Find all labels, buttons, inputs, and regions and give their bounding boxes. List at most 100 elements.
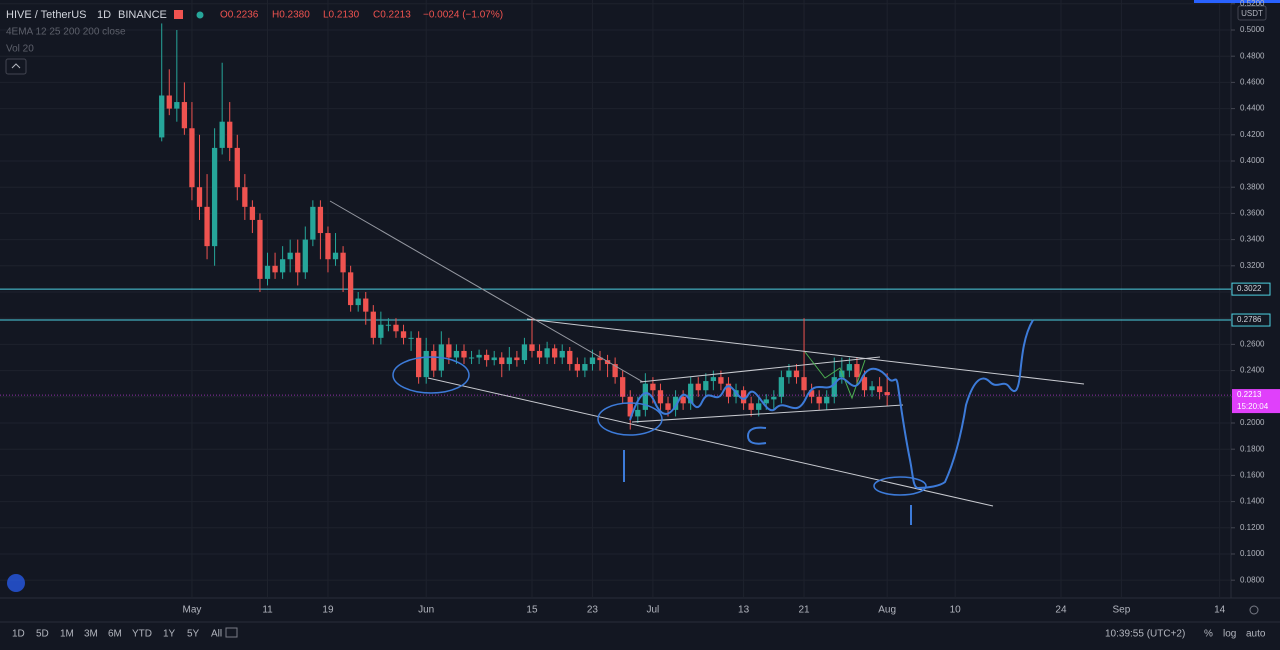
candle-body — [279, 259, 286, 273]
candle-body — [748, 403, 754, 410]
log-toggle[interactable]: log — [1223, 629, 1236, 640]
candle-body — [211, 147, 218, 247]
candle-body — [491, 357, 497, 361]
candle-body — [476, 354, 482, 358]
range-button[interactable]: 3M — [84, 629, 98, 640]
candle-body — [612, 364, 618, 378]
candle-body — [544, 348, 550, 358]
low-value: L0.2130 — [323, 10, 360, 21]
candle-body — [529, 344, 535, 351]
y-tick-label: 0.3600 — [1240, 209, 1265, 218]
candle-body — [174, 102, 180, 109]
collapse-button[interactable] — [5, 58, 27, 75]
x-tick-label: 24 — [1055, 605, 1067, 616]
countdown-label: 15:20:04 — [1237, 402, 1269, 411]
legend: HIVE / TetherUS 1D BINANCE O0.2236 H0.23… — [5, 9, 503, 592]
range-button[interactable]: 1Y — [163, 629, 176, 640]
currency: USDT — [1241, 9, 1263, 18]
candle-body — [227, 121, 233, 148]
symbol: HIVE / TetherUS — [6, 9, 87, 21]
percent-toggle[interactable]: % — [1204, 629, 1213, 640]
candle-body — [536, 350, 543, 358]
candle-body — [846, 364, 853, 371]
flag-icon[interactable] — [174, 10, 183, 19]
price-label-box — [1231, 313, 1271, 327]
candle-body — [861, 377, 868, 391]
candle-body — [808, 390, 815, 397]
volume-label: Vol 20 — [6, 44, 34, 55]
y-tick-label: 0.1000 — [1240, 549, 1265, 558]
status-dot — [196, 11, 204, 19]
y-tick-label: 0.2600 — [1240, 339, 1265, 348]
candle-body — [793, 370, 800, 378]
chevron — [11, 63, 21, 69]
y-tick-label: 0.2000 — [1240, 418, 1265, 427]
trend-line — [427, 377, 994, 507]
candle-body — [363, 298, 369, 312]
candle-body — [242, 187, 248, 207]
candle-body — [219, 121, 225, 148]
candle-body — [272, 265, 278, 273]
circle-annotation — [597, 402, 663, 436]
range-button[interactable]: All — [211, 629, 222, 640]
candle-body — [718, 377, 724, 384]
candle-body — [302, 239, 308, 273]
candle-body — [257, 219, 263, 279]
y-tick-label: 0.5200 — [1240, 0, 1265, 8]
y-tick-label: 0.3200 — [1240, 261, 1265, 270]
date-range-icon[interactable] — [225, 627, 238, 638]
candle-body — [672, 396, 679, 410]
drawings — [329, 200, 1085, 525]
y-tick-label: 0.2400 — [1240, 366, 1265, 375]
y-tick-label: 0.5000 — [1240, 25, 1265, 34]
candle-body — [559, 350, 565, 358]
candle-body — [582, 364, 588, 371]
top-indicator — [1194, 0, 1280, 3]
candle-body — [385, 324, 392, 326]
last-price-label: 0.2213 — [1237, 390, 1262, 399]
settings-icon[interactable] — [1249, 605, 1259, 615]
trend-line — [639, 356, 881, 383]
candle-body — [453, 350, 460, 358]
candle-body — [431, 350, 437, 371]
candle-body — [370, 311, 376, 338]
open-value: O0.2236 — [220, 10, 259, 21]
logo — [7, 574, 25, 592]
candle-body — [703, 381, 709, 391]
y-tick-label: 0.4400 — [1240, 104, 1265, 113]
candle-body — [725, 383, 732, 397]
candle-body — [408, 337, 414, 339]
y-tick-label: 0.4600 — [1240, 78, 1265, 87]
range-button[interactable]: YTD — [132, 629, 152, 640]
range-button[interactable]: 6M — [108, 629, 122, 640]
range-button[interactable]: 1D — [12, 629, 25, 640]
change-value: −0.0024 (−1.07%) — [423, 10, 503, 21]
candle-body — [393, 324, 399, 332]
exchange: BINANCE — [118, 9, 167, 21]
candle-body — [249, 206, 256, 220]
candle-body — [763, 399, 769, 404]
x-tick-label: 15 — [526, 605, 538, 616]
candle-body — [620, 377, 626, 397]
range-button[interactable]: 5Y — [187, 629, 200, 640]
toolbar: 10:39:55 (UTC+2) % log auto 1D 5D 1M 3M 6M YT… — [12, 605, 1266, 640]
trend-line — [329, 200, 644, 383]
candle-body — [264, 265, 271, 279]
candle-body — [196, 187, 203, 207]
y-tick-label: 0.3400 — [1240, 235, 1265, 244]
auto-toggle[interactable]: auto — [1246, 629, 1266, 640]
candle-body — [468, 357, 475, 359]
clock: 10:39:55 (UTC+2) — [1105, 629, 1185, 640]
projection-path — [629, 319, 1034, 490]
range-button[interactable]: 1M — [60, 629, 74, 640]
trend-line — [631, 404, 904, 423]
candle-body — [589, 357, 596, 365]
candle-body — [756, 403, 762, 410]
candle-body — [340, 252, 346, 273]
candle-body — [574, 364, 580, 371]
x-tick-label: 21 — [798, 605, 810, 616]
range-button[interactable]: 5D — [36, 629, 49, 640]
candle-body — [597, 357, 603, 361]
candle-body — [461, 350, 467, 358]
x-tick-label: Jun — [418, 605, 434, 616]
